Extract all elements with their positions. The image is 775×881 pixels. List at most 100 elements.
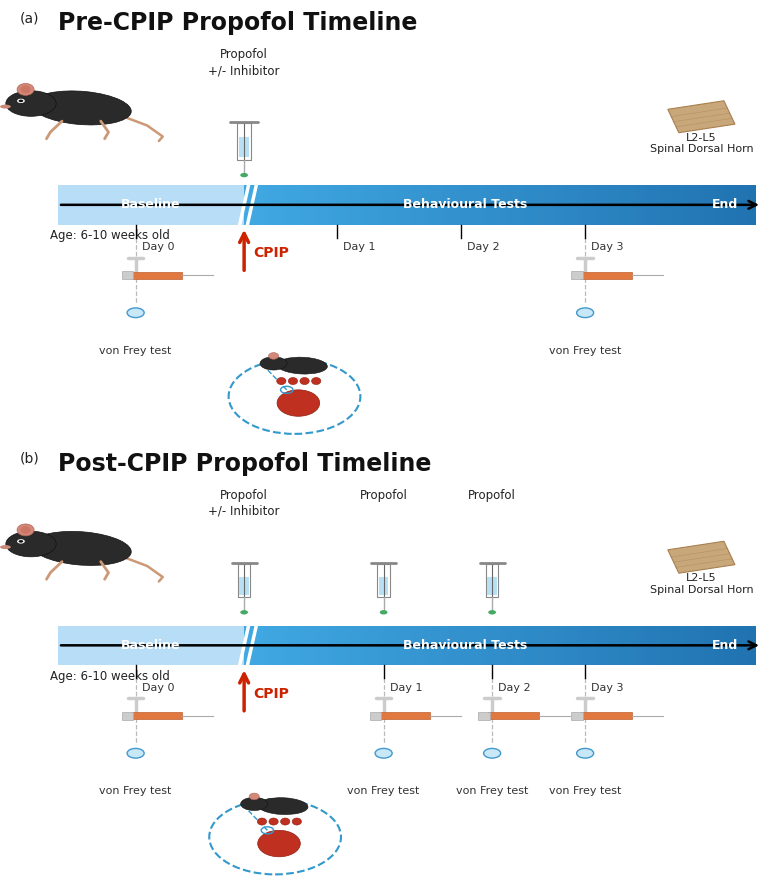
- Bar: [538, 185, 546, 225]
- Text: Behavioural Tests: Behavioural Tests: [403, 198, 527, 211]
- Text: Propofol
+/- Inhibitor: Propofol +/- Inhibitor: [208, 48, 280, 78]
- Ellipse shape: [0, 105, 11, 108]
- Bar: [525, 626, 532, 665]
- Text: Behavioural Tests: Behavioural Tests: [403, 639, 527, 652]
- Bar: [346, 626, 353, 665]
- Bar: [634, 626, 641, 665]
- Text: Propofol: Propofol: [360, 489, 408, 502]
- Text: Age: 6-10 weeks old: Age: 6-10 weeks old: [50, 229, 170, 242]
- Bar: [583, 185, 590, 225]
- Text: Day 3: Day 3: [591, 683, 624, 692]
- Bar: [538, 626, 546, 665]
- Bar: [494, 626, 501, 665]
- Bar: [474, 626, 481, 665]
- Bar: [443, 626, 450, 665]
- Bar: [449, 626, 456, 665]
- Bar: [488, 712, 539, 719]
- Bar: [411, 626, 418, 665]
- Bar: [122, 712, 133, 720]
- Bar: [583, 626, 590, 665]
- Polygon shape: [668, 541, 735, 574]
- Bar: [519, 626, 526, 665]
- Circle shape: [240, 611, 248, 615]
- Bar: [257, 626, 264, 665]
- Text: Age: 6-10 weeks old: Age: 6-10 weeks old: [50, 670, 170, 683]
- Bar: [730, 185, 737, 225]
- Bar: [276, 626, 284, 665]
- Bar: [308, 626, 315, 665]
- Circle shape: [127, 308, 144, 318]
- Bar: [513, 626, 520, 665]
- Bar: [270, 626, 277, 665]
- Bar: [596, 185, 603, 225]
- Bar: [250, 185, 257, 225]
- Bar: [557, 185, 564, 225]
- Bar: [685, 626, 692, 665]
- Text: von Frey test: von Frey test: [99, 786, 172, 796]
- Ellipse shape: [269, 818, 278, 825]
- Ellipse shape: [260, 357, 287, 370]
- Text: von Frey test: von Frey test: [456, 786, 529, 796]
- Bar: [736, 626, 743, 665]
- Circle shape: [380, 611, 388, 615]
- Bar: [423, 626, 430, 665]
- Bar: [506, 185, 513, 225]
- Bar: [704, 185, 711, 225]
- Bar: [289, 185, 296, 225]
- Ellipse shape: [268, 352, 279, 359]
- Bar: [666, 185, 673, 225]
- Bar: [673, 626, 680, 665]
- Ellipse shape: [32, 531, 131, 566]
- Text: von Frey test: von Frey test: [549, 346, 622, 356]
- Bar: [417, 185, 424, 225]
- Circle shape: [240, 173, 248, 177]
- Bar: [132, 712, 182, 719]
- Ellipse shape: [258, 797, 308, 815]
- Bar: [571, 271, 583, 279]
- Bar: [276, 185, 284, 225]
- Bar: [513, 185, 520, 225]
- Bar: [257, 185, 264, 225]
- Ellipse shape: [5, 91, 56, 116]
- Bar: [673, 185, 680, 225]
- Bar: [525, 185, 532, 225]
- Bar: [385, 185, 392, 225]
- Ellipse shape: [20, 85, 30, 93]
- Circle shape: [488, 611, 496, 615]
- Bar: [628, 626, 635, 665]
- Text: Baseline: Baseline: [122, 639, 181, 652]
- Bar: [478, 712, 490, 720]
- Circle shape: [127, 748, 144, 758]
- Bar: [500, 626, 507, 665]
- Bar: [480, 626, 488, 665]
- Circle shape: [484, 748, 501, 758]
- Bar: [237, 123, 251, 159]
- Bar: [360, 626, 367, 665]
- Bar: [647, 185, 654, 225]
- Bar: [742, 626, 750, 665]
- Bar: [589, 185, 597, 225]
- Bar: [423, 185, 430, 225]
- Text: CPIP: CPIP: [253, 247, 289, 260]
- Circle shape: [19, 100, 23, 102]
- Text: von Frey test: von Frey test: [549, 786, 622, 796]
- Bar: [340, 626, 347, 665]
- Bar: [264, 626, 270, 665]
- Text: CPIP: CPIP: [253, 687, 289, 700]
- Bar: [353, 185, 360, 225]
- Bar: [385, 626, 392, 665]
- Bar: [653, 626, 660, 665]
- Bar: [378, 185, 385, 225]
- Bar: [557, 626, 564, 665]
- Bar: [660, 185, 666, 225]
- Ellipse shape: [5, 531, 56, 557]
- Bar: [628, 185, 635, 225]
- Bar: [301, 626, 308, 665]
- Bar: [749, 185, 756, 225]
- Bar: [736, 185, 743, 225]
- Bar: [622, 185, 629, 225]
- Bar: [602, 185, 609, 225]
- Bar: [377, 564, 390, 597]
- Text: Day 2: Day 2: [467, 242, 500, 252]
- Bar: [653, 185, 660, 225]
